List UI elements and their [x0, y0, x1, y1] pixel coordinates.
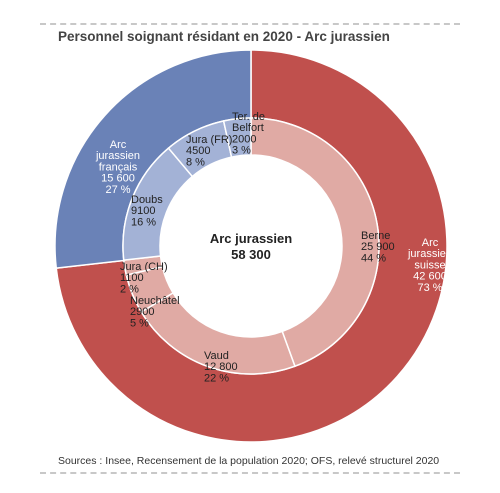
inner-label-jura-fr-value: 4500 — [186, 145, 210, 157]
inner-ring — [122, 117, 380, 375]
inner-label-neuchatel: Neuchâtel 2900 5 % — [130, 295, 180, 329]
inner-slice-ter-de-belfort — [222, 117, 252, 159]
outer-ring — [54, 49, 448, 443]
inner-label-berne-value: 25 900 — [361, 241, 395, 253]
inner-label-vaud-percent: 22 % — [204, 372, 229, 384]
chart-title: Personnel soignant résidant en 2020 - Ar… — [58, 29, 390, 44]
center-label: Arc jurassien — [210, 231, 292, 246]
inner-label-berne-name-line: Berne — [361, 230, 390, 242]
slice-labels: Arc jurassien suisse 42 600 73 %Arc jurassien… — [95, 111, 452, 384]
inner-slice-berne — [250, 117, 380, 368]
inner-label-jura-ch-name-line: Jura (CH) — [120, 261, 168, 273]
inner-label-doubs-name-line: Doubs — [131, 194, 163, 206]
outer-label-arc-jurassien-francais-name-line: français — [99, 161, 138, 173]
inner-label-jura-ch: Jura (CH) 1100 2 % — [120, 261, 168, 295]
outer-label-arc-jurassien-francais-percent: 27 % — [105, 184, 130, 196]
inner-label-doubs: Doubs 9100 16 % — [131, 194, 163, 228]
inner-label-jura-fr-percent: 8 % — [186, 156, 205, 168]
inner-label-jura-fr: Jura (FR) 4500 8 % — [186, 134, 232, 168]
outer-label-arc-jurassien-francais-name-line: Arc — [110, 139, 127, 151]
inner-label-vaud-value: 12 800 — [204, 361, 238, 373]
source-note: Sources : Insee, Recensement de la popul… — [58, 455, 440, 467]
outer-label-arc-jurassien-suisse-name-line: jurassien — [407, 248, 452, 260]
outer-label-arc-jurassien-francais: Arc jurassien français 15 600 27 % — [95, 139, 140, 196]
outer-label-arc-jurassien-suisse-value: 42 600 — [413, 271, 447, 283]
inner-label-jura-ch-value: 1100 — [120, 272, 144, 284]
outer-label-arc-jurassien-suisse: Arc jurassien suisse 42 600 73 % — [407, 237, 452, 294]
outer-label-arc-jurassien-suisse-percent: 73 % — [417, 282, 442, 294]
inner-label-jura-ch-percent: 2 % — [120, 283, 139, 295]
inner-label-ter-de-belfort-name-line: Ter. de — [232, 111, 265, 123]
inner-label-berne-percent: 44 % — [361, 252, 386, 264]
inner-label-ter-de-belfort-value: 2000 — [232, 133, 256, 145]
inner-label-vaud: Vaud 12 800 22 % — [204, 350, 238, 384]
outer-label-arc-jurassien-suisse-name-line: Arc — [422, 237, 439, 249]
outer-label-arc-jurassien-francais-name-line: jurassien — [95, 150, 140, 162]
inner-label-ter-de-belfort-name-line: Belfort — [232, 122, 264, 134]
bottom-divider — [40, 472, 460, 474]
inner-label-ter-de-belfort-percent: 3 % — [232, 145, 251, 157]
inner-label-neuchatel-name-line: Neuchâtel — [130, 295, 180, 307]
inner-label-vaud-name-line: Vaud — [204, 350, 229, 362]
center-hole — [161, 156, 341, 336]
outer-label-arc-jurassien-suisse-name-line: suisse — [414, 259, 445, 271]
inner-label-neuchatel-percent: 5 % — [130, 317, 149, 329]
inner-label-doubs-percent: 16 % — [131, 216, 156, 228]
inner-label-ter-de-belfort: Ter. de Belfort 2000 3 % — [232, 111, 265, 157]
outer-label-arc-jurassien-francais-value: 15 600 — [101, 173, 135, 185]
top-divider — [40, 23, 460, 25]
inner-label-doubs-value: 9100 — [131, 205, 155, 217]
inner-label-neuchatel-value: 2900 — [130, 306, 154, 318]
center-value: 58 300 — [231, 247, 271, 262]
inner-label-jura-fr-name-line: Jura (FR) — [186, 134, 232, 146]
inner-label-berne: Berne 25 900 44 % — [361, 230, 395, 264]
